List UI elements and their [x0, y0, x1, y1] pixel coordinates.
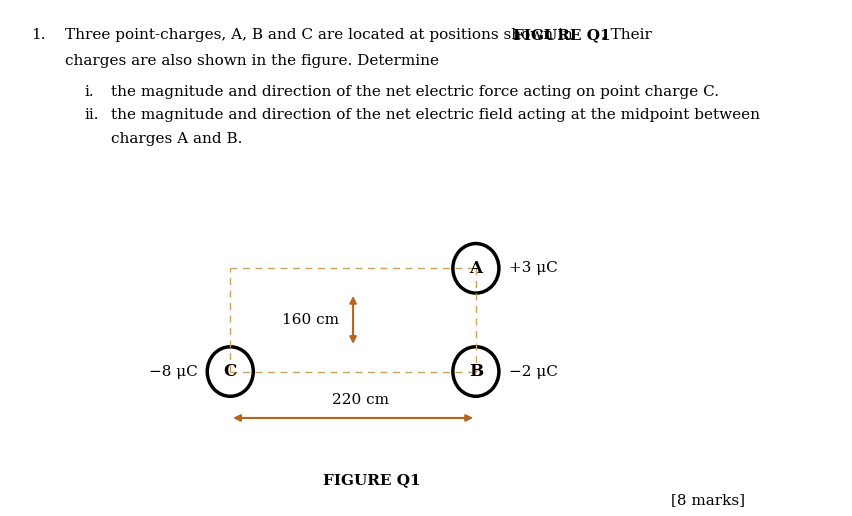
Text: the magnitude and direction of the net electric field acting at the midpoint bet: the magnitude and direction of the net e… — [112, 108, 760, 122]
Text: ii.: ii. — [84, 108, 99, 122]
Text: i.: i. — [84, 85, 94, 99]
Text: FIGURE Q1: FIGURE Q1 — [513, 28, 611, 42]
Text: Three point-charges, A, B and C are located at positions shown in: Three point-charges, A, B and C are loca… — [66, 28, 578, 42]
Text: charges A and B.: charges A and B. — [112, 132, 243, 146]
Text: 160 cm: 160 cm — [282, 313, 339, 327]
Text: −8 μC: −8 μC — [148, 364, 198, 379]
Text: [8 marks]: [8 marks] — [671, 493, 745, 507]
Text: charges are also shown in the figure. Determine: charges are also shown in the figure. De… — [66, 54, 440, 68]
Text: A: A — [469, 260, 482, 277]
Text: FIGURE Q1: FIGURE Q1 — [324, 474, 421, 488]
Text: +3 μC: +3 μC — [509, 261, 558, 276]
Text: . Their: . Their — [601, 28, 652, 42]
Text: C: C — [223, 363, 237, 380]
Text: the magnitude and direction of the net electric force acting on point charge C.: the magnitude and direction of the net e… — [112, 85, 719, 99]
Text: −2 μC: −2 μC — [509, 364, 558, 379]
Text: B: B — [469, 363, 483, 380]
Text: 220 cm: 220 cm — [332, 393, 389, 407]
Text: 1.: 1. — [31, 28, 45, 42]
